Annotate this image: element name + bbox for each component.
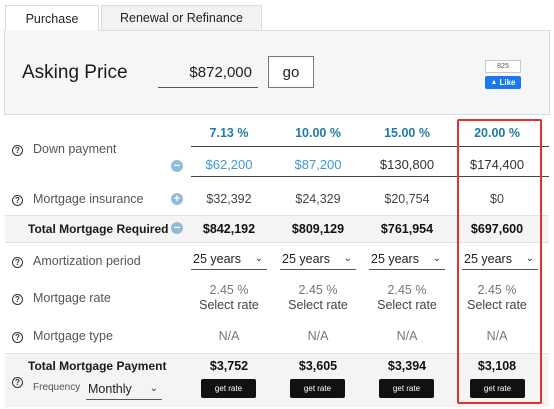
help-icon[interactable]: ? (12, 332, 23, 343)
highlight-box (457, 119, 542, 404)
input-underline (280, 146, 370, 147)
chevron-down-icon: ⌄ (343, 253, 352, 264)
input-underline (459, 176, 549, 177)
input-underline (280, 176, 370, 177)
mortgage-type-value: N/A (307, 329, 329, 343)
total-mortgage-required-label: Total Mortgage Required (28, 222, 169, 236)
like-button[interactable]: ▲ Like (485, 76, 521, 89)
down-payment-percent[interactable]: 15.00 % (384, 126, 430, 140)
help-icon[interactable]: ? (12, 294, 23, 305)
input-underline (459, 146, 549, 147)
down-payment-amount[interactable]: $174,400 (469, 157, 525, 172)
mortgage-type-value: N/A (396, 329, 418, 343)
select-rate-link[interactable]: Select rate (199, 298, 259, 312)
amortization-select[interactable]: 25 years ⌄ (280, 248, 356, 270)
help-icon[interactable]: ? (12, 377, 23, 388)
total-mortgage-payment-label: Total Mortgage Payment (28, 359, 167, 373)
like-label: Like (499, 78, 516, 87)
total-required-value: $761,954 (380, 222, 434, 236)
thumbs-up-icon: ▲ (490, 79, 498, 86)
down-payment-amount[interactable]: $130,800 (379, 157, 435, 172)
total-payment-value: $3,752 (209, 359, 249, 373)
amortization-select[interactable]: 25 years ⌄ (191, 248, 267, 270)
down-payment-amount[interactable]: $87,200 (294, 157, 342, 172)
help-icon[interactable]: ? (12, 257, 23, 268)
frequency-value: Monthly (88, 381, 132, 396)
asking-price-label: Asking Price (22, 62, 128, 83)
select-rate-link[interactable]: Select rate (467, 298, 527, 312)
minus-circle-icon[interactable]: − (171, 160, 183, 172)
total-required-value: $842,192 (202, 222, 256, 236)
like-count: 825 (485, 60, 521, 73)
minus-circle-icon[interactable]: − (171, 222, 183, 234)
total-payment-value: $3,108 (477, 359, 517, 373)
go-button[interactable]: go (268, 56, 314, 88)
mortgage-rate-value: 2.45 % (298, 283, 338, 297)
chevron-down-icon: ⌄ (525, 253, 534, 264)
amortization-value: 25 years (371, 251, 419, 266)
total-payment-value: $3,394 (387, 359, 427, 373)
input-underline (191, 146, 281, 147)
chevron-down-icon: ⌄ (254, 253, 263, 264)
down-payment-percent[interactable]: 20.00 % (474, 126, 520, 140)
total-required-value: $697,600 (470, 222, 524, 236)
mortgage-rate-value: 2.45 % (209, 283, 249, 297)
select-rate-link[interactable]: Select rate (288, 298, 348, 312)
amortization-value: 25 years (193, 251, 241, 266)
divider (5, 242, 549, 243)
mortgage-type-value: N/A (218, 329, 240, 343)
down-payment-percent[interactable]: 7.13 % (209, 126, 249, 140)
mortgage-insurance-value: $32,392 (206, 192, 252, 206)
down-payment-percent[interactable]: 10.00 % (295, 126, 341, 140)
tab-purchase[interactable]: Purchase (5, 5, 99, 31)
mortgage-rate-value: 2.45 % (477, 283, 517, 297)
amortization-select[interactable]: 25 years ⌄ (369, 248, 445, 270)
down-payment-label: Down payment (33, 142, 117, 156)
asking-price-input[interactable]: $872,000 (158, 58, 258, 88)
amortization-label: Amortization period (33, 254, 141, 268)
input-underline (369, 176, 459, 177)
amortization-select[interactable]: 25 years ⌄ (462, 248, 538, 270)
help-icon[interactable]: ? (12, 195, 23, 206)
amortization-value: 25 years (464, 251, 512, 266)
input-underline (369, 146, 459, 147)
divider (5, 215, 549, 216)
frequency-label: Frequency (33, 382, 81, 393)
get-rate-button[interactable]: get rate (290, 379, 345, 398)
frequency-select[interactable]: Monthly ⌄ (86, 378, 162, 400)
mortgage-rate-label: Mortgage rate (33, 291, 111, 305)
help-icon[interactable]: ? (12, 145, 23, 156)
facebook-like-widget: 825 ▲ Like (485, 60, 523, 89)
plus-circle-icon[interactable]: + (171, 193, 183, 205)
mortgage-insurance-value: $24,329 (295, 192, 341, 206)
mortgage-type-label: Mortgage type (33, 329, 113, 343)
down-payment-amount[interactable]: $62,200 (205, 157, 253, 172)
mortgage-insurance-value: $0 (490, 192, 504, 206)
chevron-down-icon: ⌄ (432, 253, 441, 264)
divider (5, 353, 549, 354)
get-rate-button[interactable]: get rate (470, 379, 525, 398)
tab-renewal-refinance[interactable]: Renewal or Refinance (101, 5, 262, 30)
mortgage-insurance-label: Mortgage insurance (33, 192, 144, 206)
mortgage-insurance-value: $20,754 (384, 192, 430, 206)
select-rate-link[interactable]: Select rate (377, 298, 437, 312)
total-payment-value: $3,605 (298, 359, 338, 373)
mortgage-rate-value: 2.45 % (387, 283, 427, 297)
mortgage-type-value: N/A (486, 329, 508, 343)
input-underline (191, 176, 281, 177)
amortization-value: 25 years (282, 251, 330, 266)
chevron-down-icon: ⌄ (149, 383, 158, 394)
get-rate-button[interactable]: get rate (201, 379, 256, 398)
get-rate-button[interactable]: get rate (379, 379, 434, 398)
total-required-value: $809,129 (291, 222, 345, 236)
tab-bar: Purchase Renewal or Refinance (0, 0, 554, 31)
